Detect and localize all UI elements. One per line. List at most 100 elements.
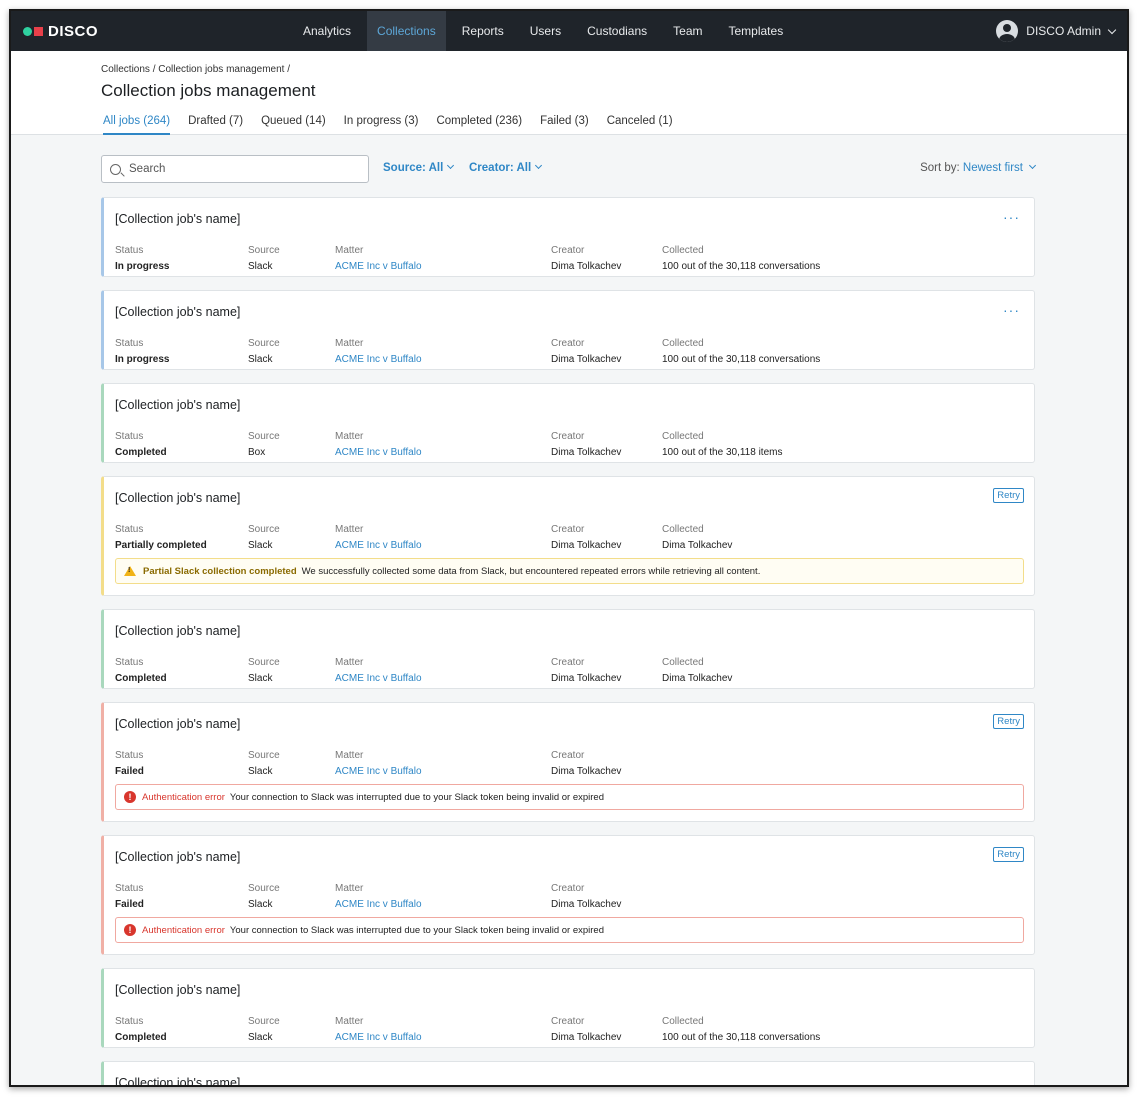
- collected-field: Collected Dima Tolkachev: [662, 657, 732, 685]
- alert-message: Your connection to Slack was interrupted…: [229, 791, 604, 803]
- job-name[interactable]: [Collection job's name]: [115, 491, 241, 505]
- creator-filter[interactable]: Creator: All: [469, 161, 543, 174]
- job-card[interactable]: [Collection job's name]: [101, 1061, 1035, 1087]
- status-value: Partially completed: [115, 540, 207, 551]
- source-label: Source: [248, 657, 280, 668]
- collected-label: Collected: [662, 524, 704, 535]
- error-icon: !: [124, 924, 136, 936]
- tab-queued[interactable]: Queued (14): [261, 115, 326, 127]
- matter-link[interactable]: ACME Inc v Buffalo: [335, 447, 422, 458]
- job-card[interactable]: [Collection job's name] Retry Status Fail…: [101, 702, 1035, 822]
- search-input[interactable]: [129, 163, 359, 175]
- job-card[interactable]: [Collection job's name] Status Completed …: [101, 609, 1035, 689]
- nav-item-reports[interactable]: Reports: [461, 24, 504, 38]
- source-value: Slack: [248, 1032, 273, 1043]
- matter-link[interactable]: ACME Inc v Buffalo: [335, 261, 422, 272]
- tab-all-jobs[interactable]: All jobs (264): [103, 115, 171, 135]
- more-options-icon[interactable]: ···: [1003, 302, 1020, 318]
- toolbar: Source: All Creator: All Sort by: Newest…: [101, 155, 1037, 183]
- job-name[interactable]: [Collection job's name]: [115, 1076, 241, 1087]
- job-name[interactable]: [Collection job's name]: [115, 398, 241, 412]
- tab-failed[interactable]: Failed (3): [540, 115, 589, 127]
- disco-logo[interactable]: DISCO: [23, 23, 98, 40]
- status-field: Status Failed: [115, 750, 144, 778]
- nav-item-team[interactable]: Team: [673, 24, 703, 38]
- collected-value: Dima Tolkachev: [662, 540, 733, 551]
- sort-label: Sort by:: [920, 162, 960, 174]
- matter-field: Matter ACME Inc v Buffalo: [335, 524, 422, 552]
- nav-item-analytics[interactable]: Analytics: [303, 24, 352, 38]
- alert-title: Authentication error: [142, 924, 225, 936]
- matter-link[interactable]: ACME Inc v Buffalo: [335, 673, 422, 684]
- more-options-icon[interactable]: ···: [1003, 209, 1020, 225]
- collected-value: 100 out of the 30,118 conversations: [662, 1032, 821, 1043]
- sort-control[interactable]: Sort by: Newest first: [920, 161, 1037, 174]
- alert-message: We successfully collected some data from…: [301, 565, 761, 577]
- job-name[interactable]: [Collection job's name]: [115, 624, 241, 638]
- sort-value[interactable]: Newest first: [962, 162, 1023, 174]
- job-card[interactable]: [Collection job's name] ··· Status In pro…: [101, 197, 1035, 277]
- job-card[interactable]: [Collection job's name] Status Completed …: [101, 968, 1035, 1048]
- job-card[interactable]: [Collection job's name] Status Completed …: [101, 383, 1035, 463]
- nav-item-custodians[interactable]: Custodians: [587, 24, 648, 38]
- matter-link[interactable]: ACME Inc v Buffalo: [335, 354, 422, 365]
- chevron-down-icon: [447, 161, 455, 170]
- tab-drafted[interactable]: Drafted (7): [188, 115, 244, 127]
- user-menu[interactable]: DISCO Admin: [996, 11, 1117, 51]
- breadcrumb-collections[interactable]: Collections: [101, 64, 150, 75]
- matter-link[interactable]: ACME Inc v Buffalo: [335, 766, 422, 777]
- matter-field: Matter ACME Inc v Buffalo: [335, 245, 422, 273]
- breadcrumb-jobs-management[interactable]: Collection jobs management: [158, 64, 285, 75]
- source-label: Source: [248, 1016, 280, 1027]
- job-card[interactable]: [Collection job's name] Retry Status Fail…: [101, 835, 1035, 955]
- creator-value: Dima Tolkachev: [551, 261, 622, 272]
- source-value: Slack: [248, 899, 273, 910]
- collected-value: 100 out of the 30,118 items: [662, 447, 783, 458]
- tab-in-progress[interactable]: In progress (3): [343, 115, 419, 127]
- alert-title: Authentication error: [142, 791, 225, 803]
- source-value: Slack: [248, 261, 273, 272]
- nav-item-users[interactable]: Users: [529, 24, 562, 38]
- source-label: Source: [248, 431, 280, 442]
- creator-value: Dima Tolkachev: [551, 354, 622, 365]
- retry-button[interactable]: Retry: [993, 714, 1024, 729]
- status-label: Status: [115, 524, 144, 535]
- creator-field: Creator Dima Tolkachev: [551, 750, 621, 778]
- collected-field: Collected Dima Tolkachev: [662, 524, 732, 552]
- retry-button[interactable]: Retry: [993, 488, 1024, 503]
- status-value: Failed: [115, 899, 144, 910]
- creator-label: Creator: [551, 338, 585, 349]
- job-name[interactable]: [Collection job's name]: [115, 717, 241, 731]
- job-name[interactable]: [Collection job's name]: [115, 850, 241, 864]
- matter-link[interactable]: ACME Inc v Buffalo: [335, 899, 422, 910]
- collected-label: Collected: [662, 245, 704, 256]
- status-field: Status Completed: [115, 431, 167, 459]
- matter-field: Matter ACME Inc v Buffalo: [335, 750, 422, 778]
- source-field: Source Slack: [248, 524, 280, 552]
- error-alert: ! Authentication error Your connection t…: [115, 784, 1024, 810]
- job-name[interactable]: [Collection job's name]: [115, 983, 241, 997]
- status-value: Completed: [115, 673, 167, 684]
- job-name[interactable]: [Collection job's name]: [115, 305, 241, 319]
- creator-label: Creator: [551, 883, 585, 894]
- retry-button[interactable]: Retry: [993, 847, 1024, 862]
- job-card[interactable]: [Collection job's name] Retry Status Part…: [101, 476, 1035, 596]
- alert-title: Partial Slack collection completed: [143, 565, 297, 577]
- matter-link[interactable]: ACME Inc v Buffalo: [335, 1032, 422, 1043]
- matter-label: Matter: [335, 657, 364, 668]
- job-name[interactable]: [Collection job's name]: [115, 212, 241, 226]
- creator-field: Creator Dima Tolkachev: [551, 1016, 621, 1044]
- source-label: Source: [248, 524, 280, 535]
- status-value: Completed: [115, 1032, 167, 1043]
- status-label: Status: [115, 431, 144, 442]
- source-field: Source Slack: [248, 750, 280, 778]
- nav-item-templates[interactable]: Templates: [728, 24, 784, 38]
- tab-canceled[interactable]: Canceled (1): [606, 115, 673, 127]
- chevron-down-icon: [535, 161, 543, 170]
- matter-link[interactable]: ACME Inc v Buffalo: [335, 540, 422, 551]
- search-box[interactable]: [101, 155, 369, 183]
- tab-completed[interactable]: Completed (236): [436, 115, 523, 127]
- nav-item-collections[interactable]: Collections: [367, 11, 446, 51]
- job-card[interactable]: [Collection job's name] ··· Status In pro…: [101, 290, 1035, 370]
- source-filter[interactable]: Source: All: [383, 161, 455, 174]
